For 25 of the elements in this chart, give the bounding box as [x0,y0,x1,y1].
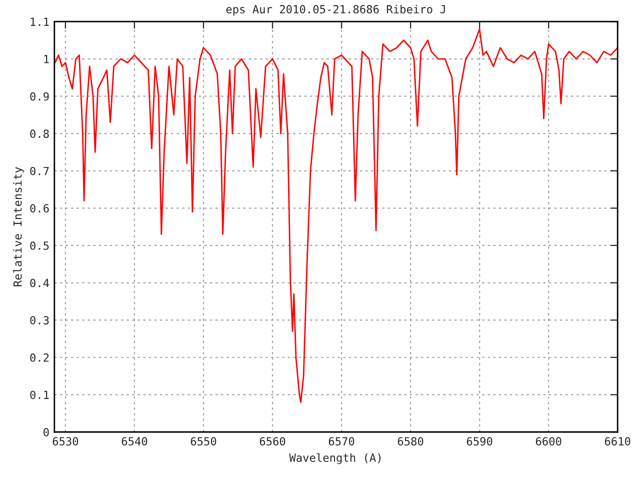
x-tick-label: 6610 [604,437,630,446]
y-tick-label: 0.6 [30,204,49,213]
x-tick-label: 6540 [122,437,148,446]
y-tick-label: 0.8 [30,130,49,138]
y-axis-title: Relative Intensity [13,167,24,286]
y-tick-label: 1.1 [30,18,49,26]
x-tick-label: 6600 [536,437,562,446]
y-tick-label: 1 [44,55,49,64]
x-tick-label: 6560 [260,437,286,446]
x-tick-label: 6590 [466,437,492,446]
line-series [54,28,618,403]
x-tick-label: 6530 [52,437,78,446]
y-tick-label: 0.7 [30,166,49,176]
y-tick-label: 0.1 [30,390,49,400]
y-tick-label: 0 [44,428,49,436]
x-axis-title: Wavelength (A) [289,453,381,464]
y-tick-label: 0.2 [30,353,49,362]
y-tick-label: 0.9 [30,92,49,101]
x-tick-label: 6570 [328,437,354,446]
chart-title: eps Aur 2010.05-21.8686 Ribeiro J [226,4,445,16]
y-tick-label: 0.4 [30,278,50,288]
y-tick-label: 0.5 [30,241,49,250]
y-tick-label: 0.3 [30,316,49,324]
x-tick-label: 6550 [190,437,216,446]
x-tick-label: 6580 [398,437,424,446]
